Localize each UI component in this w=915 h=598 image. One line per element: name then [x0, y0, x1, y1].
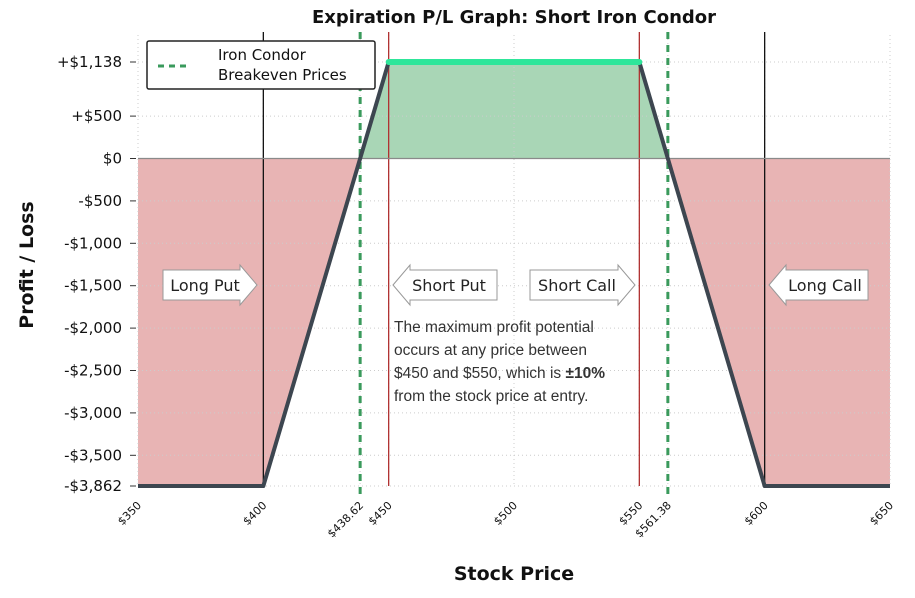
short-put-label: Short Put — [412, 276, 486, 295]
loss-region-left — [138, 158, 361, 487]
note-line-3: $450 and $550, which is ±10% — [394, 365, 605, 382]
y-tick-label: +$1,138 — [57, 53, 122, 71]
note-line-3-bold: ±10% — [565, 365, 605, 382]
x-tick-label: $600 — [742, 499, 771, 528]
x-tick-label: $350 — [115, 499, 144, 528]
y-tick-label: -$3,000 — [64, 404, 122, 422]
note-line-1: The maximum profit potential — [394, 319, 594, 336]
chart-title: Expiration P/L Graph: Short Iron Condor — [312, 7, 716, 28]
y-tick-label: +$500 — [71, 107, 122, 125]
x-tick-labels: $350 $400 $438.62 $450 $500 $550$561.38 $600 $6… — [115, 499, 896, 540]
note-line-4: from the stock price at entry. — [394, 388, 588, 405]
pl-line-group — [138, 59, 890, 488]
short-call-arrow-shape — [529, 263, 636, 307]
y-tick-label: -$500 — [78, 192, 122, 210]
legend-box — [146, 40, 376, 90]
x-tick-label: $500 — [491, 499, 520, 528]
profit-region — [360, 62, 668, 159]
y-tick-label: -$2,000 — [64, 319, 122, 337]
note-line-3-text: $450 and $550, which is — [394, 365, 565, 382]
max-profit-note: The maximum profit potential occurs at a… — [394, 319, 605, 405]
x-tick-label: $400 — [240, 499, 269, 528]
strike-and-breakeven-lines — [262, 32, 766, 496]
x-axis-title: Stock Price — [454, 563, 574, 585]
long-put-arrow: Long Put — [162, 263, 258, 307]
short-call-label: Short Call — [538, 276, 616, 295]
pl-fill-regions — [138, 62, 890, 487]
note-line-2: occurs at any price between — [394, 342, 587, 359]
long-call-arrow: Long Call — [768, 263, 869, 307]
short-put-arrow: Short Put — [392, 263, 498, 307]
x-tick-label: $450 — [366, 499, 395, 528]
y-tick-label: -$3,500 — [64, 446, 122, 464]
legend-label-line2: Breakeven Prices — [218, 66, 347, 84]
y-tick-label: $0 — [103, 150, 122, 168]
legend-label-line1: Iron Condor — [218, 46, 307, 64]
short-put-arrow-shape — [392, 263, 498, 307]
short-call-arrow: Short Call — [529, 263, 636, 307]
y-tick-label: -$3,862 — [64, 477, 122, 495]
long-call-label: Long Call — [788, 276, 862, 295]
long-put-arrow-shape — [162, 263, 258, 307]
y-tick-label: -$1,500 — [64, 277, 122, 295]
x-tick-label: $438.62 — [325, 499, 366, 540]
y-tick-labels: +$1,138 +$500 $0 -$500 -$1,000 -$1,500 -$2,000… — [57, 53, 136, 495]
x-tick-label: $650 — [867, 499, 896, 528]
legend: Iron Condor Breakeven Prices — [146, 40, 376, 90]
y-axis-title: Profit / Loss — [16, 201, 38, 328]
long-put-label: Long Put — [170, 276, 240, 295]
long-call-arrow-shape — [768, 263, 869, 307]
y-tick-label: -$1,000 — [64, 234, 122, 252]
loss-region-right — [667, 158, 890, 487]
y-tick-label: -$2,500 — [64, 362, 122, 380]
